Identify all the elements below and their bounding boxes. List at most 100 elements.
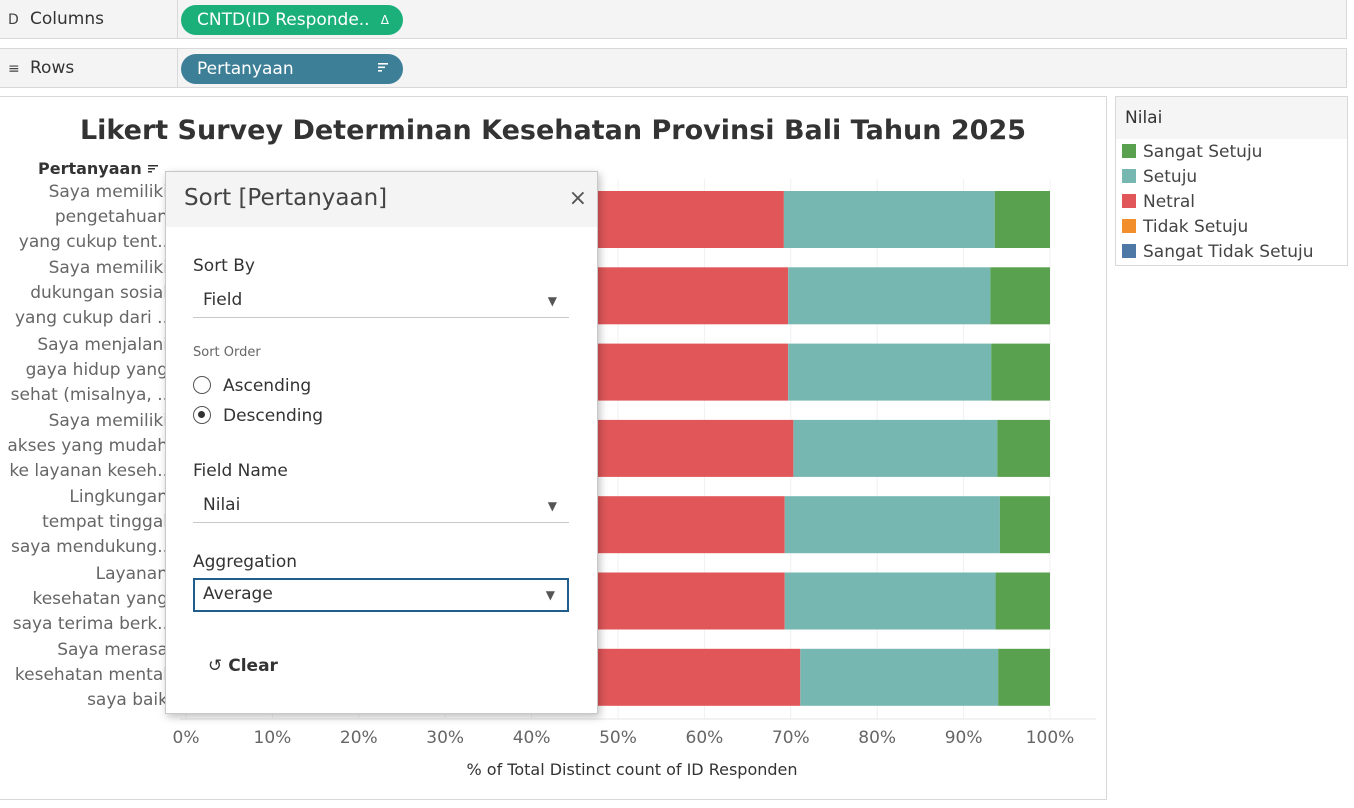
clear-label: Clear [228, 656, 278, 676]
bar-segment [788, 343, 992, 401]
question-label-line: akses yang mudah [7, 435, 168, 456]
legend-swatch [1122, 219, 1136, 233]
bar-segment [788, 267, 991, 325]
question-label-line: Saya merasa [57, 639, 168, 660]
sort-icon [377, 54, 389, 84]
delta-icon: Δ [380, 13, 389, 27]
x-axis-title: % of Total Distinct count of ID Responde… [466, 760, 797, 779]
question-label[interactable]: Saya menjalani gaya hidup yang sehat (misa… [11, 333, 168, 408]
x-tick-label: 90% [945, 728, 983, 748]
x-tick-label: 10% [254, 728, 292, 748]
bar-segment [990, 267, 1050, 325]
legend-title: Nilai [1116, 97, 1347, 139]
bar-segment [998, 648, 1050, 706]
legend-swatch [1122, 194, 1136, 208]
ascending-label: Ascending [223, 376, 312, 396]
question-label[interactable]: Saya memiliki pengetahuan yang cukup tent.… [19, 180, 168, 255]
question-label-line: dukungan sosial [30, 283, 168, 304]
legend-swatch [1122, 169, 1136, 183]
columns-pill-label: CNTD(ID Responde.. [197, 10, 370, 30]
bar-segment [997, 419, 1050, 477]
bar-segment [784, 572, 996, 630]
field-name-value: Nilai [203, 495, 241, 515]
chevron-down-icon: ▼ [547, 499, 557, 513]
sort-order-label: Sort Order [193, 345, 261, 360]
question-label-line: Saya menjalani [37, 334, 168, 355]
legend-label: Sangat Setuju [1143, 142, 1263, 162]
field-name-dropdown[interactable]: Nilai ▼ [193, 489, 569, 523]
aggregation-dropdown[interactable]: Average ▼ [193, 578, 569, 612]
radio-button-checked[interactable] [193, 406, 211, 424]
question-label-line: yang cukup dari .. [15, 308, 168, 329]
legend-label: Tidak Setuju [1143, 217, 1249, 237]
columns-icon: Ⅾ [8, 12, 19, 28]
bar-segment [991, 343, 1050, 401]
question-label-line: Saya memiliki [48, 182, 168, 202]
question-label-line: kesehatan mental [14, 664, 168, 685]
color-legend: Nilai Sangat Setuju Setuju Netral Tidak Set… [1115, 96, 1348, 266]
question-label-line: Layanan [95, 563, 168, 584]
columns-shelf-label: Ⅾ Columns [8, 0, 178, 38]
question-label-line: Saya memiliki [48, 410, 168, 431]
close-icon[interactable]: × [568, 186, 587, 211]
radio-button[interactable] [193, 376, 211, 394]
question-label-line: pengetahuan [54, 207, 168, 227]
x-tick-label: 100% [1026, 728, 1075, 748]
question-label-line: sehat (misalnya, .. [10, 384, 168, 405]
sort-by-dropdown[interactable]: Field ▼ [193, 284, 569, 318]
sort-dialog: Sort [Pertanyaan] × Sort By Field ▼ Sort… [165, 171, 598, 714]
question-label[interactable]: Layanan kesehatan yang saya terima berk.. [13, 562, 168, 637]
x-tick-label: 60% [686, 728, 724, 748]
rows-icon: ≡ [8, 61, 20, 77]
question-label[interactable]: Saya memiliki akses yang mudah ke layanan … [7, 409, 168, 484]
question-label-line: tempat tinggal [42, 512, 168, 533]
columns-shelf: Ⅾ Columns CNTD(ID Responde.. Δ [0, 0, 1347, 39]
question-label-line: saya baik [87, 689, 168, 710]
chevron-down-icon: ▼ [547, 294, 557, 308]
field-name-label: Field Name [193, 461, 288, 481]
x-tick-label: 0% [173, 728, 200, 748]
aggregation-value: Average [203, 584, 273, 604]
question-label-line: saya terima berk.. [12, 613, 168, 634]
x-tick-label: 30% [426, 728, 464, 748]
legend-label: Sangat Tidak Setuju [1143, 242, 1314, 262]
rows-shelf-label: ≡ Rows [8, 49, 178, 87]
chart-title: Likert Survey Determinan Kesehatan Provi… [79, 115, 1027, 146]
rows-header[interactable]: Pertanyaan [38, 159, 159, 178]
question-label-line: yang cukup tent.. [18, 232, 168, 252]
legend-item[interactable]: Netral [1116, 190, 1347, 215]
sort-icon[interactable] [147, 162, 159, 174]
question-label-line: ke layanan keseh.. [9, 460, 168, 481]
dialog-title: Sort [Pertanyaan] [184, 185, 388, 211]
bar-segment [994, 191, 1050, 248]
legend-swatch [1122, 144, 1136, 158]
question-label[interactable]: Saya memiliki dukungan sosial yang cukup d… [15, 256, 168, 331]
columns-pill[interactable]: CNTD(ID Responde.. Δ [181, 5, 403, 35]
legend-item[interactable]: Sangat Setuju [1116, 140, 1347, 165]
legend-item[interactable]: Sangat Tidak Setuju [1116, 240, 1347, 265]
rows-pill[interactable]: Pertanyaan [181, 54, 403, 84]
undo-icon: ↺ [208, 656, 223, 676]
question-label[interactable]: Saya merasa kesehatan mental saya baik [15, 638, 168, 713]
sort-by-value: Field [203, 290, 243, 310]
x-tick-label: 80% [858, 728, 896, 748]
bar-segment [800, 648, 999, 706]
question-label-line: saya mendukung.. [11, 537, 168, 558]
bar-segment [995, 572, 1050, 630]
question-label-line: Lingkungan [69, 487, 168, 508]
x-tick-label: 40% [513, 728, 551, 748]
dialog-header: Sort [Pertanyaan] × [166, 172, 597, 227]
legend-item[interactable]: Tidak Setuju [1116, 215, 1347, 240]
question-label-line: kesehatan yang [32, 588, 168, 609]
aggregation-label: Aggregation [193, 552, 298, 572]
rows-pill-label: Pertanyaan [197, 59, 294, 79]
bar-segment [783, 191, 995, 248]
x-tick-label: 70% [772, 728, 810, 748]
descending-label: Descending [223, 406, 324, 426]
x-tick-label: 50% [599, 728, 637, 748]
legend-item[interactable]: Setuju [1116, 165, 1347, 190]
legend-label: Netral [1143, 192, 1195, 212]
sort-by-label: Sort By [193, 256, 255, 276]
question-label[interactable]: Lingkungan tempat tinggal saya mendukung.. [11, 485, 168, 560]
clear-button[interactable]: ↺ Clear [208, 656, 278, 676]
